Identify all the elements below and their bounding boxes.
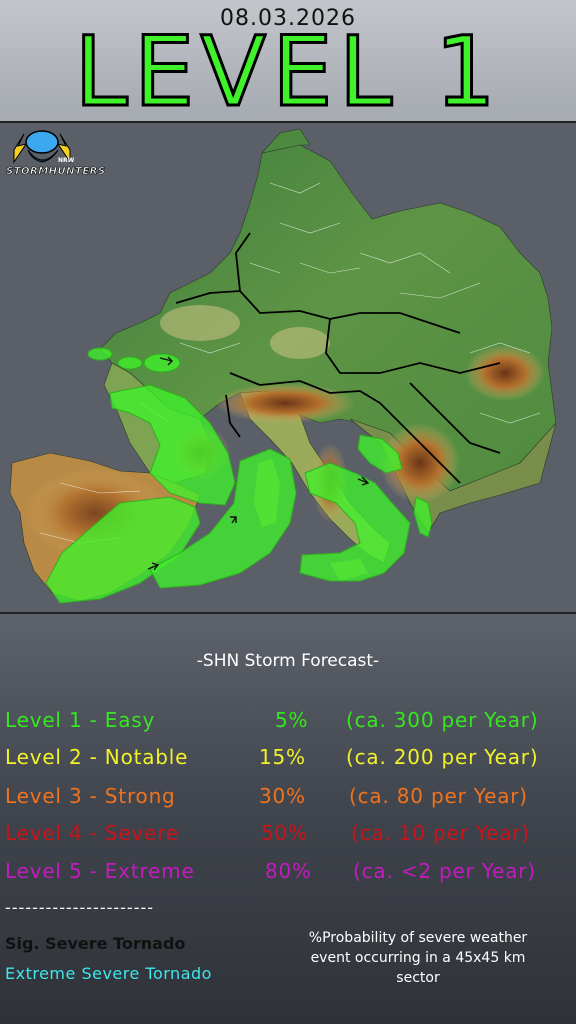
level-row-3: Level 3 - Strong 30% (ca. 80 per Year) xyxy=(5,784,571,814)
logo-text: STORMHUNTERS xyxy=(6,166,106,178)
forecast-title: -SHN Storm Forecast- xyxy=(196,651,380,671)
level-frequency: (ca. 80 per Year) xyxy=(349,784,528,808)
level-percent: 5% xyxy=(275,708,309,732)
level-frequency: (ca. 10 per Year) xyxy=(351,821,530,845)
level-percent: 30% xyxy=(259,784,306,808)
level-percent: 50% xyxy=(261,821,308,845)
level-label: Level 5 - Extreme xyxy=(5,859,195,883)
risk-areas xyxy=(45,347,433,604)
logo-sub-text: NRW xyxy=(58,157,75,164)
probability-note: %Probability of severe weather event occ… xyxy=(308,930,528,986)
legend-divider: ---------------------- xyxy=(5,898,155,917)
level-label: Level 2 - Notable xyxy=(5,745,189,769)
level-title: LEVEL 1 xyxy=(73,16,502,128)
level-percent: 80% xyxy=(265,859,312,883)
sig-severe-tornado-label: Sig. Severe Tornado xyxy=(5,934,186,953)
level-label: Level 3 - Strong xyxy=(5,784,176,808)
level-row-2: Level 2 - Notable 15% (ca. 200 per Year) xyxy=(5,745,571,775)
date-label: 08.03.2026 xyxy=(220,6,356,31)
level-frequency: (ca. <2 per Year) xyxy=(353,859,536,883)
level-row-1: Level 1 - Easy 5% (ca. 300 per Year) xyxy=(5,708,571,738)
level-row-5: Level 5 - Extreme 80% (ca. <2 per Year) xyxy=(5,859,571,889)
level-label: Level 4 - Severe xyxy=(5,821,179,845)
level-frequency: (ca. 300 per Year) xyxy=(346,708,539,732)
level-row-4: Level 4 - Severe 50% (ca. 10 per Year) xyxy=(5,821,571,851)
level-percent: 15% xyxy=(259,745,306,769)
level-frequency: (ca. 200 per Year) xyxy=(346,745,539,769)
level-label: Level 1 - Easy xyxy=(5,708,156,732)
stormhunters-logo-icon xyxy=(13,130,71,164)
forecast-map xyxy=(0,121,576,614)
extreme-severe-tornado-label: Extreme Severe Tornado xyxy=(5,964,212,983)
